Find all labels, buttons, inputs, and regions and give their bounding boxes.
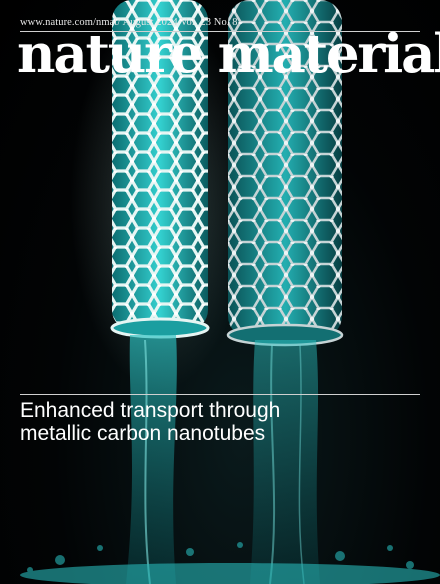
journal-masthead: nature materials: [17, 23, 440, 85]
headline-rule: [20, 394, 420, 395]
cover-headline: Enhanced transport through metallic carb…: [20, 399, 420, 445]
issue-info: www.nature.com/nmat/ August 2024 Vol. 23…: [20, 17, 238, 28]
headline-line: Enhanced transport through: [20, 399, 281, 422]
top-rule: [20, 31, 420, 32]
water-splash: [20, 542, 440, 584]
left-nanotube: [110, 0, 210, 339]
headline-line: metallic carbon nanotubes: [20, 422, 266, 445]
water-streams: [126, 335, 320, 584]
